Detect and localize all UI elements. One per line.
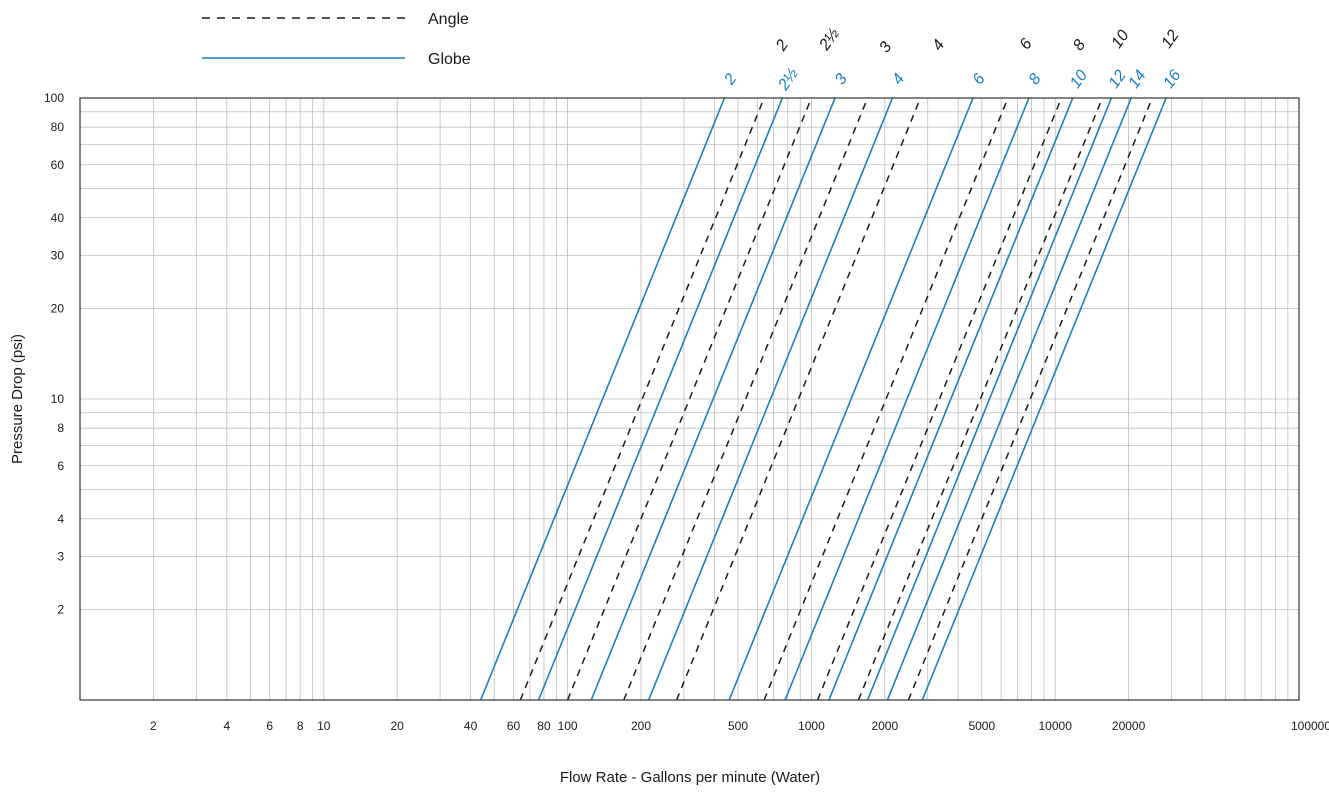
series-lines: [479, 97, 1167, 701]
globe-line-6: [728, 97, 974, 701]
angle-size-label: 10: [1109, 27, 1133, 51]
x-axis-label: Flow Rate - Gallons per minute (Water): [560, 769, 820, 786]
angle-size-label: 2: [772, 37, 792, 55]
y-tick-label: 80: [51, 120, 65, 134]
y-tick-label: 10: [51, 392, 65, 406]
globe-line-8: [784, 97, 1030, 701]
angle-line-12: [907, 97, 1153, 701]
x-tick-label: 2000: [871, 719, 898, 733]
y-tick-label: 4: [57, 512, 64, 526]
y-tick-label: 30: [51, 248, 65, 262]
x-tick-label: 4: [223, 719, 230, 733]
globe-line-3: [590, 97, 836, 701]
globe-size-label: 16: [1160, 67, 1184, 91]
globe-line-16: [921, 97, 1167, 701]
globe-line-4: [647, 97, 894, 701]
y-tick-label: 8: [57, 421, 64, 435]
x-tick-label: 5000: [968, 719, 995, 733]
angle-line-2: [519, 97, 765, 701]
y-tick-label: 100: [44, 91, 64, 105]
x-tick-labels: 2 4 6 8 10 20 40 60 80 100 200 500 1000 2000 5000 10000…: [150, 719, 1329, 733]
legend: Angle Globe: [202, 11, 471, 68]
y-tick-label: 2: [57, 602, 64, 616]
x-tick-label: 20000: [1112, 719, 1146, 733]
angle-line-4: [675, 97, 922, 701]
globe-size-label: 10: [1067, 67, 1091, 91]
y-axis-label: Pressure Drop (psi): [9, 334, 26, 464]
x-tick-label: 500: [728, 719, 748, 733]
x-tick-label: 8: [297, 719, 304, 733]
globe-size-label: 4: [889, 71, 908, 88]
globe-size-label: 3: [832, 71, 851, 88]
angle-size-label: 4: [929, 37, 948, 54]
x-tick-label: 1000: [798, 719, 825, 733]
angle-line-10: [857, 97, 1103, 701]
x-tick-label: 6: [266, 719, 273, 733]
y-tick-label: 40: [51, 211, 65, 225]
x-tick-label: 100: [558, 719, 578, 733]
x-tick-label: 20: [391, 719, 405, 733]
y-tick-label: 20: [51, 301, 65, 315]
x-tick-label: 60: [507, 719, 521, 733]
x-tick-label: 2: [150, 719, 157, 733]
globe-size-label: 14: [1125, 67, 1149, 91]
angle-size-label: 6: [1017, 36, 1036, 53]
angle-size-label: 3: [876, 39, 895, 56]
y-tick-label: 3: [57, 549, 64, 563]
grid: [80, 98, 1299, 700]
angle-line-6: [763, 97, 1009, 701]
angle-size-label: 12: [1158, 27, 1182, 51]
globe-line-12: [866, 97, 1113, 701]
x-tick-label: 40: [464, 719, 478, 733]
angle-line-8: [816, 97, 1063, 701]
x-tick-label: 10000: [1039, 719, 1073, 733]
x-tick-label: 10: [317, 719, 331, 733]
globe-size-label: 2: [721, 71, 741, 89]
x-tick-label: 100000: [1291, 719, 1329, 733]
angle-line-3: [623, 97, 869, 701]
globe-line-2-half: [537, 97, 784, 701]
globe-size-label: 6: [970, 71, 989, 88]
y-tick-labels: 2 3 4 6 8 10 20 30 40 60 80 100: [44, 91, 64, 616]
angle-size-label: 2½: [816, 25, 843, 54]
globe-size-label: 2½: [775, 65, 802, 94]
y-tick-label: 60: [51, 158, 65, 172]
plot-frame: [79, 97, 1300, 701]
legend-label-globe: Globe: [428, 51, 471, 68]
x-tick-label: 200: [631, 719, 651, 733]
globe-size-label: 8: [1026, 71, 1045, 88]
globe-line-14: [886, 97, 1132, 701]
y-tick-label: 6: [57, 459, 64, 473]
x-tick-label: 80: [537, 719, 551, 733]
globe-line-2: [479, 97, 726, 701]
angle-line-2-half: [566, 97, 813, 701]
globe-line-10: [828, 97, 1074, 701]
legend-label-angle: Angle: [428, 11, 469, 28]
angle-size-label: 8: [1070, 37, 1089, 54]
